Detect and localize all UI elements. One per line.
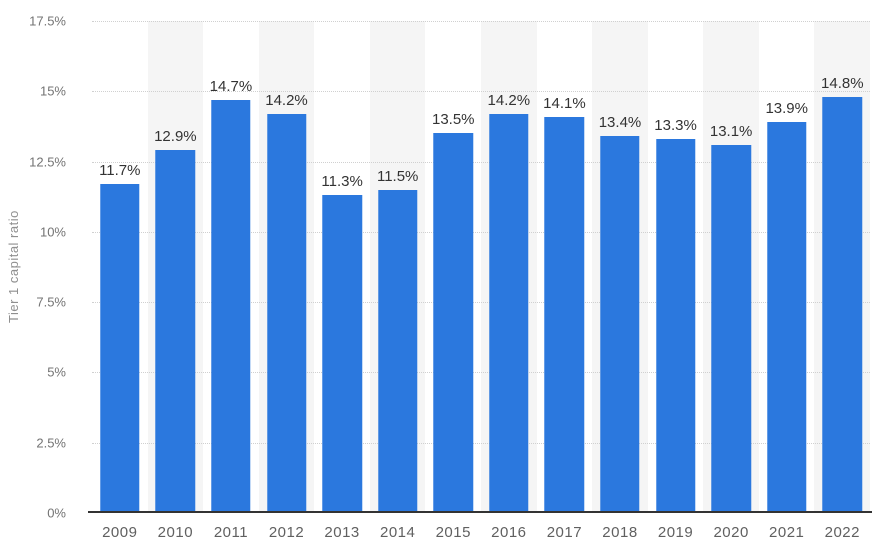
- bar-value-label: 13.3%: [654, 117, 697, 134]
- bar-column: 13.4%: [592, 21, 648, 513]
- x-tick-label: 2021: [769, 524, 805, 541]
- bar[interactable]: [655, 139, 696, 513]
- y-tick-label: 12.5%: [29, 154, 66, 170]
- bar[interactable]: [322, 195, 362, 513]
- y-tick-label: 2.5%: [36, 435, 66, 451]
- bar-value-label: 14.1%: [543, 95, 586, 112]
- bar[interactable]: [377, 190, 418, 513]
- bar-column: 13.1%: [703, 21, 759, 513]
- x-tick-label: 2012: [268, 524, 305, 541]
- plot-area: 11.7% 12.9% 14.7% 14.2% 11.3% 11.5% 13.5% 14.2%…: [92, 21, 870, 513]
- bar[interactable]: [155, 150, 196, 513]
- bar-column: 11.7%: [92, 21, 148, 513]
- bar[interactable]: [211, 100, 251, 513]
- grid-line: [92, 442, 870, 444]
- bar-value-label: 14.8%: [821, 75, 864, 92]
- bar-value-label: 13.4%: [598, 114, 642, 131]
- y-tick-label: 10%: [39, 224, 66, 240]
- bar-column: 12.9%: [148, 21, 204, 513]
- bar[interactable]: [100, 184, 140, 513]
- y-tick-label: 0%: [47, 505, 66, 521]
- bar[interactable]: [711, 145, 751, 513]
- grid-line: [92, 161, 870, 163]
- x-tick-label: 2022: [824, 524, 860, 541]
- y-tick-label: 17.5%: [29, 13, 66, 29]
- x-axis-line: [88, 511, 872, 513]
- x-tick-label: 2014: [379, 524, 416, 541]
- gridlines-layer: [92, 21, 870, 513]
- bar-column: 14.7%: [203, 21, 259, 513]
- x-tick-label: 2015: [435, 524, 471, 541]
- bar[interactable]: [433, 133, 473, 513]
- bar-column: 13.9%: [759, 21, 815, 513]
- bar-value-label: 14.2%: [487, 92, 531, 109]
- bar-value-label: 14.2%: [265, 92, 308, 109]
- x-tick-label: 2013: [324, 524, 360, 541]
- y-tick-label: 15%: [39, 83, 66, 99]
- y-tick-label: 7.5%: [36, 294, 66, 310]
- x-tick-label: 2018: [602, 524, 638, 541]
- bar-value-label: 13.9%: [765, 100, 808, 117]
- x-tick-label: 2020: [713, 524, 749, 541]
- bar[interactable]: [766, 122, 807, 513]
- bar-column: 14.1%: [537, 21, 593, 513]
- bar-column: 14.8%: [815, 21, 871, 513]
- y-axis-tick-labels: 0% 2.5% 5% 7.5% 10% 12.5% 15% 17.5%: [0, 14, 80, 521]
- bar-column: 13.5%: [425, 21, 481, 513]
- bar-value-label: 13.5%: [431, 111, 475, 128]
- bar-value-label: 12.9%: [154, 128, 197, 145]
- grid-line: [92, 302, 870, 304]
- bar-column: 11.5%: [370, 21, 426, 513]
- bar[interactable]: [266, 114, 307, 513]
- x-axis-labels: 2009 2010 2011 2012 2013 2014 2015 2016 2017 2018…: [92, 524, 870, 541]
- x-tick-label: 2011: [213, 524, 249, 541]
- grid-line: [92, 231, 870, 233]
- bar-column: 14.2%: [481, 21, 537, 513]
- grid-line: [92, 372, 870, 374]
- bar-value-label: 14.7%: [209, 78, 253, 95]
- bar-value-label: 11.3%: [321, 173, 363, 190]
- x-tick-label: 2019: [657, 524, 694, 541]
- bar[interactable]: [822, 97, 863, 513]
- x-tick-label: 2009: [102, 524, 138, 541]
- x-tick-label: 2016: [491, 524, 527, 541]
- bar-value-label: 11.7%: [99, 162, 141, 179]
- bar-value-label: 13.1%: [709, 123, 753, 140]
- bar-column: 11.3%: [314, 21, 370, 513]
- bar-column: 13.3%: [648, 21, 704, 513]
- x-tick-label: 2010: [157, 524, 194, 541]
- bar[interactable]: [489, 114, 529, 513]
- grid-line: [92, 21, 870, 22]
- bar[interactable]: [600, 136, 640, 513]
- x-tick-label: 2017: [546, 524, 583, 541]
- y-tick-label: 5%: [47, 364, 66, 380]
- bar[interactable]: [544, 117, 585, 513]
- bar-column: 14.2%: [259, 21, 315, 513]
- bars-layer: 11.7% 12.9% 14.7% 14.2% 11.3% 11.5% 13.5% 14.2%…: [92, 21, 870, 513]
- grid-line: [92, 91, 870, 93]
- bar-value-label: 11.5%: [376, 168, 419, 185]
